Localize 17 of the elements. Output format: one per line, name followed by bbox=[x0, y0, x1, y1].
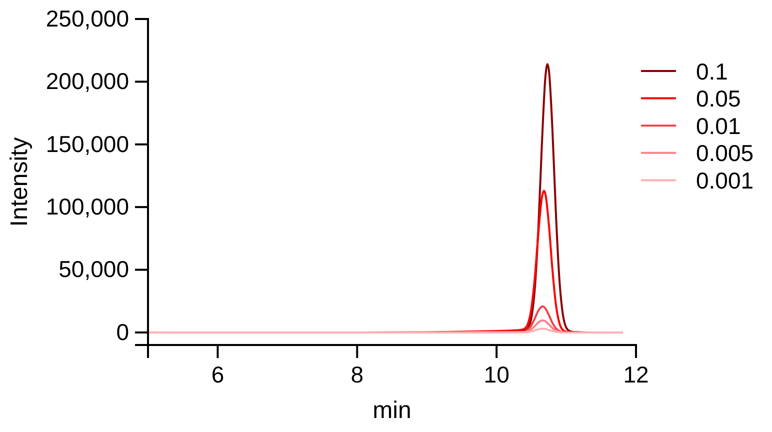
y-tick-label: 200,000 bbox=[46, 68, 129, 94]
x-tick-label: 10 bbox=[484, 361, 510, 388]
y-tick-label: 100,000 bbox=[46, 193, 129, 220]
y-axis-title: Intensity bbox=[6, 137, 33, 227]
legend-label: 0.05 bbox=[696, 86, 741, 112]
y-tick-label: 150,000 bbox=[46, 130, 129, 157]
x-tick-label: 12 bbox=[623, 361, 649, 388]
legend-label: 0.1 bbox=[696, 58, 728, 84]
x-axis-title: min bbox=[372, 397, 412, 424]
legend-label: 0.001 bbox=[696, 167, 754, 194]
y-tick-label: 50,000 bbox=[58, 256, 129, 282]
legend-label: 0.005 bbox=[696, 140, 754, 166]
x-tick-label: 8 bbox=[350, 361, 364, 388]
legend-label: 0.01 bbox=[696, 112, 741, 139]
y-tick-label: 250,000 bbox=[46, 5, 129, 32]
x-tick-label: 6 bbox=[211, 361, 224, 388]
y-tick-label: 0 bbox=[116, 318, 129, 345]
